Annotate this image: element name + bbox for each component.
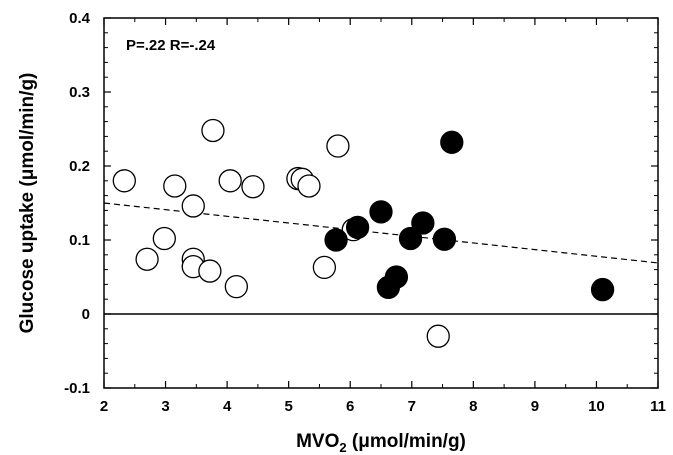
axis-ticks xyxy=(103,17,659,389)
x-tick-label: 4 xyxy=(223,398,232,415)
filled-data-point xyxy=(398,226,423,251)
filled-data-point xyxy=(432,227,457,251)
tick-labels: 2 3 4 5 6 7 8 9 10 11 -0.1 0 0.1 0.2 0.3 0.4 xyxy=(64,10,666,415)
y-tick-label: 0.2 xyxy=(69,158,90,175)
filled-data-point xyxy=(369,200,393,224)
filled-data-point xyxy=(384,265,409,289)
open-data-point xyxy=(181,194,205,218)
x-tick-label: 9 xyxy=(531,398,539,415)
filled-data-point xyxy=(411,211,435,235)
stats-annotation: P=.22 R=-.24 xyxy=(126,37,216,54)
y-tick-label: 0.3 xyxy=(69,84,90,101)
y-tick-label: 0.4 xyxy=(69,10,91,27)
y-tick-label: 0.1 xyxy=(69,232,90,249)
data-points xyxy=(112,118,615,348)
open-data-point xyxy=(241,175,265,199)
open-data-point xyxy=(198,259,222,283)
x-tick-label: 6 xyxy=(346,398,354,415)
open-data-point xyxy=(326,134,350,158)
filled-data-point xyxy=(324,228,348,252)
open-data-point xyxy=(163,174,187,198)
x-tick-label: 2 xyxy=(100,398,108,415)
y-axis-title: Glucose uptake (μmol/min/g) xyxy=(17,73,38,334)
open-data-point xyxy=(218,169,242,193)
x-tick-label: 10 xyxy=(588,398,605,415)
open-data-point xyxy=(297,174,321,198)
open-data-point xyxy=(224,274,248,299)
open-data-point xyxy=(152,226,176,251)
open-data-point xyxy=(112,169,136,193)
x-tick-label: 8 xyxy=(469,398,477,415)
x-tick-label: 11 xyxy=(650,398,666,415)
open-data-point xyxy=(312,255,337,280)
y-tick-label: -0.1 xyxy=(64,380,90,397)
y-tick-label: 0 xyxy=(82,306,90,323)
x-tick-label: 7 xyxy=(408,398,416,415)
open-data-point xyxy=(135,247,159,271)
open-data-point xyxy=(201,118,225,143)
filled-data-point xyxy=(440,130,464,154)
open-data-point xyxy=(426,324,450,348)
x-tick-label: 5 xyxy=(284,398,292,415)
x-tick-label: 3 xyxy=(161,398,169,415)
filled-data-point xyxy=(590,277,615,302)
x-axis-title: MVO2 (μmol/min/g) xyxy=(296,431,466,455)
filled-data-point xyxy=(345,215,370,240)
